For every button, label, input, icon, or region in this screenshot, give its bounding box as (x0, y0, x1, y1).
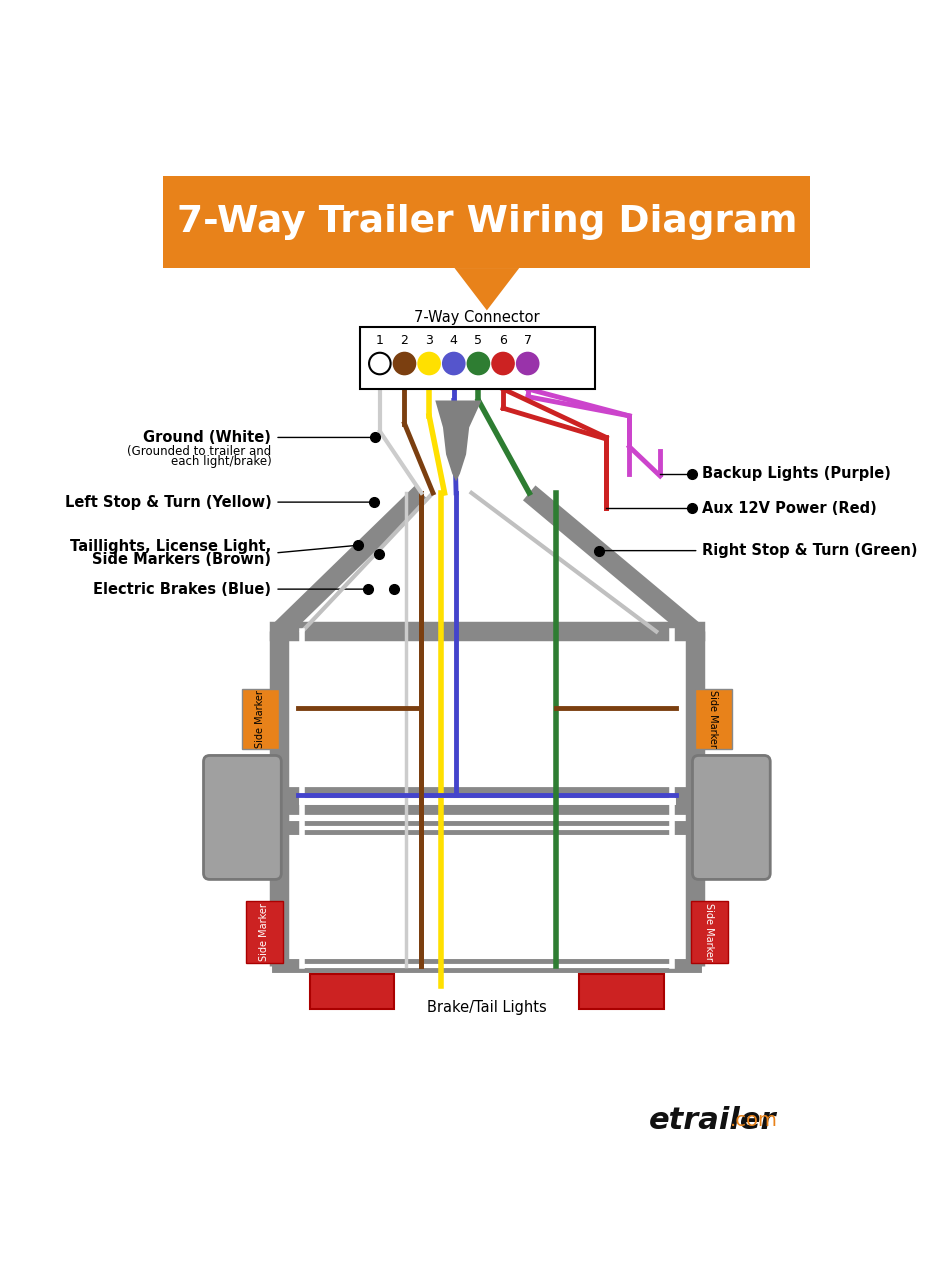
Text: each light/brake): each light/brake) (170, 455, 272, 467)
Bar (246, 901, 283, 963)
Circle shape (443, 353, 465, 375)
Circle shape (418, 353, 440, 375)
Text: (Grounded to trailer and: (Grounded to trailer and (127, 444, 272, 458)
Text: Brake/Tail Lights: Brake/Tail Lights (427, 1000, 547, 1014)
Text: 7: 7 (523, 334, 532, 347)
Circle shape (467, 353, 489, 375)
Bar (580, 975, 664, 1009)
Bar (310, 975, 394, 1009)
Circle shape (517, 353, 539, 375)
Text: Backup Lights (Purple): Backup Lights (Purple) (702, 466, 891, 482)
FancyBboxPatch shape (693, 755, 770, 880)
Text: .com: .com (730, 1111, 777, 1130)
Text: Electric Brakes (Blue): Electric Brakes (Blue) (93, 582, 272, 597)
Text: 7-Way Connector: 7-Way Connector (414, 309, 540, 325)
Text: etrailer: etrailer (649, 1106, 776, 1135)
Bar (691, 901, 728, 963)
Text: Side Markers (Brown): Side Markers (Brown) (92, 552, 272, 568)
Polygon shape (435, 401, 482, 482)
Text: 4: 4 (450, 334, 458, 347)
Text: 5: 5 (474, 334, 483, 347)
Polygon shape (454, 268, 520, 311)
Circle shape (393, 353, 415, 375)
Text: Side Marker: Side Marker (259, 903, 270, 960)
Bar (694, 690, 732, 750)
Text: Side Marker: Side Marker (704, 903, 714, 960)
Text: Side Marker: Side Marker (256, 691, 265, 749)
Bar (163, 176, 810, 268)
Text: Taillights, License Light,: Taillights, License Light, (70, 539, 272, 555)
Text: Aux 12V Power (Red): Aux 12V Power (Red) (702, 501, 877, 516)
Text: 7-Way Trailer Wiring Diagram: 7-Way Trailer Wiring Diagram (177, 204, 797, 240)
Text: 2: 2 (401, 334, 408, 347)
Bar (360, 327, 595, 389)
Text: Right Stop & Turn (Green): Right Stop & Turn (Green) (702, 543, 918, 559)
Text: 3: 3 (426, 334, 433, 347)
Text: Side Marker: Side Marker (709, 691, 718, 749)
Text: 6: 6 (499, 334, 507, 347)
FancyBboxPatch shape (203, 755, 281, 880)
Bar (242, 690, 279, 750)
Text: 1: 1 (376, 334, 384, 347)
Text: Left Stop & Turn (Yellow): Left Stop & Turn (Yellow) (65, 494, 272, 510)
Circle shape (492, 353, 514, 375)
Circle shape (369, 353, 390, 375)
Text: Ground (White): Ground (White) (143, 430, 272, 446)
